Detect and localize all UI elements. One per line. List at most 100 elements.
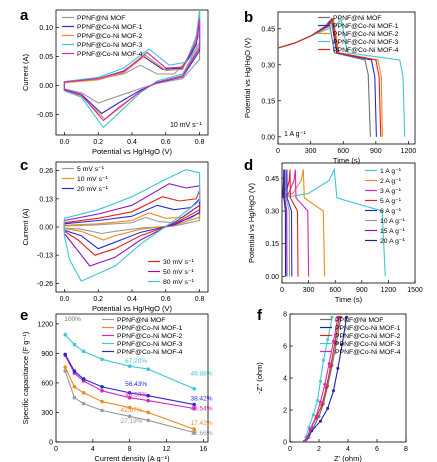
y-tick-label: -0.05 (37, 112, 53, 119)
legend-label: PPNF@Co-Ni MOF-2 (77, 33, 143, 40)
y-tick-label: 0.26 (39, 168, 53, 175)
x-axis-label: Potential vs Hg/HgO (V) (92, 304, 173, 313)
plot-frame (281, 162, 416, 284)
x-tick-label: 900 (370, 148, 382, 155)
data-point (318, 419, 322, 423)
series-line (278, 17, 382, 137)
x-tick-label: 0 (276, 148, 280, 155)
y-tick-label: 600 (41, 380, 53, 387)
legend-label: PPNF@Co-Ni MOF-1 (117, 325, 183, 332)
x-tick-label: 8 (128, 446, 132, 453)
x-tick-label: 4 (346, 446, 350, 453)
data-point (63, 352, 68, 357)
data-point (336, 366, 340, 370)
x-tick-label: 4 (91, 446, 95, 453)
legend-label: PPNF@Co-Ni MOF-3 (335, 341, 401, 348)
x-tick-label: 16 (199, 446, 207, 453)
plot-area (303, 315, 349, 442)
x-tick-label: 0.4 (127, 139, 137, 146)
legend-label: 1 A g⁻¹ (380, 168, 402, 175)
y-tick-label: 0.15 (261, 98, 275, 105)
series-line (282, 169, 310, 277)
y-axis-label: Current (A) (21, 208, 30, 246)
x-axis-label: Time (s) (333, 156, 361, 165)
data-point (100, 389, 104, 393)
data-point (318, 400, 322, 404)
legend-label: 20 A g⁻¹ (380, 238, 405, 245)
x-tick-label: 0 (280, 287, 284, 294)
y-axis-label: Potential vs Hg/HgO (V) (243, 37, 252, 118)
data-point (324, 386, 328, 390)
x-tick-label: 0.6 (161, 296, 171, 303)
legend-label: 3 A g⁻¹ (380, 188, 402, 195)
data-point (81, 390, 86, 395)
annotation-label: 45.54% (190, 405, 212, 412)
legend-label: PPNF@Co-Ni MOF-4 (333, 47, 399, 54)
legend-label: PPNF@Ni MOF (335, 317, 383, 324)
y-tick-label: 8 (283, 312, 287, 319)
data-point (323, 382, 327, 386)
series-line (63, 33, 201, 104)
y-tick-label: 0.13 (39, 196, 53, 203)
annotation-label: 48.50% (125, 392, 147, 399)
legend-label: PPNF@Co-Ni MOF-3 (333, 39, 399, 46)
data-point (311, 413, 315, 417)
legend-label: 2 A g⁻¹ (380, 178, 402, 185)
legend-label: 80 mV s⁻¹ (163, 279, 195, 286)
y-tick-label: 0.45 (265, 176, 279, 183)
legend-label: PPNF@Co-Ni MOF-4 (77, 51, 143, 58)
panel-e: e 0 4 8 12 16 0 300 600 900 1200 Current density (A… (20, 307, 213, 462)
data-point (72, 369, 77, 373)
data-point (320, 403, 324, 407)
data-point (336, 315, 340, 319)
series-line (63, 204, 201, 241)
panel-letter: f (257, 307, 263, 324)
data-point (330, 315, 334, 319)
legend-label: 5 mV s⁻¹ (77, 166, 105, 173)
x-tick-label: 8 (404, 446, 408, 453)
y-tick-label: 6 (283, 344, 287, 351)
data-point (303, 439, 306, 442)
y-axis-label: Specific capacitance (F g⁻¹) (21, 331, 30, 424)
legend-label: PPNF@Co-Ni MOF-2 (335, 333, 401, 340)
x-tick-label: 900 (356, 287, 368, 294)
series-line (63, 183, 201, 267)
series-line (63, 189, 201, 256)
annotation-label: 100% (64, 316, 81, 323)
data-point (146, 398, 150, 403)
annotation-label: 42.97% (120, 407, 142, 414)
legend-label: PPNF@Co-Ni MOF-1 (333, 23, 399, 30)
data-point (329, 365, 333, 369)
data-point (100, 357, 104, 362)
legend: 1 A g⁻¹ 2 A g⁻¹ 3 A g⁻¹ 5 A g⁻¹ 8 A g⁻¹ 10 A … (365, 168, 405, 245)
series-line (282, 169, 326, 277)
y-tick-label: 0.30 (261, 62, 275, 69)
data-point (81, 349, 86, 354)
legend-label: 30 mV s⁻¹ (163, 259, 195, 266)
y-tick-label: 2 (283, 408, 287, 415)
data-point (317, 414, 321, 418)
y-tick-label: -0.13 (37, 253, 53, 260)
legend-label: PPNF@Co-Ni MOF-2 (117, 333, 183, 340)
x-axis-label: Current density (A g⁻¹) (94, 454, 170, 462)
data-point (345, 315, 349, 319)
data-point (72, 385, 77, 389)
x-tick-label: 1200 (381, 287, 397, 294)
plot-frame (277, 11, 416, 145)
plot-area (63, 169, 201, 282)
y-tick-label: 300 (41, 410, 53, 417)
x-axis-label: Potential vs Hg/HgO (V) (92, 147, 173, 156)
legend-label: 15 A g⁻¹ (380, 228, 405, 235)
data-point (192, 427, 196, 432)
data-point (100, 385, 104, 389)
x-tick-label: 0 (54, 446, 58, 453)
x-tick-label: 0.0 (60, 296, 70, 303)
x-tick-label: 600 (329, 287, 341, 294)
data-point (146, 418, 150, 423)
y-tick-label: 1200 (37, 321, 53, 328)
legend-label: PPNF@Co-Ni MOF-2 (333, 31, 399, 38)
x-tick-label: 12 (163, 446, 171, 453)
x-tick-label: 0.2 (93, 139, 103, 146)
